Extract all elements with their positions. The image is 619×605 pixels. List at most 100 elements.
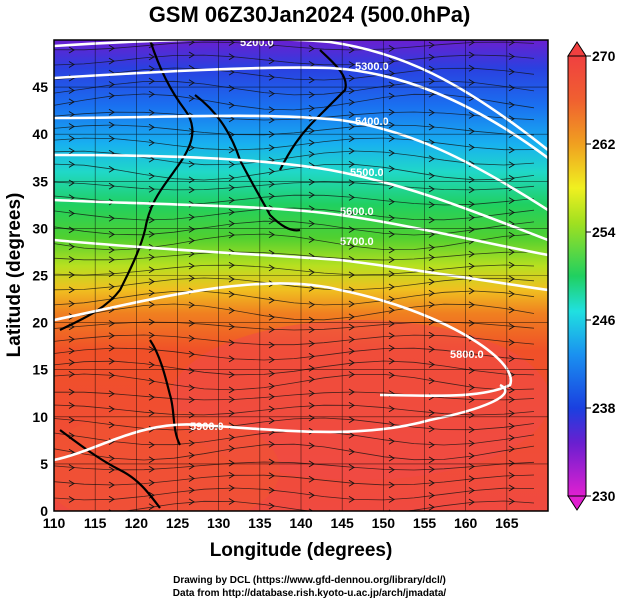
streamline: [54, 373, 535, 391]
wind-arrow: [428, 361, 435, 368]
y-tick-label: 35: [32, 173, 48, 189]
wind-arrow: [388, 270, 395, 278]
wind-arrow: [228, 290, 235, 298]
wind-arrow: [388, 295, 395, 303]
wind-arrow: [468, 367, 475, 374]
wind-arrow: [348, 448, 355, 456]
wind-arrow: [108, 256, 115, 264]
wind-arrow: [508, 261, 515, 269]
wind-arrow: [428, 216, 435, 224]
wind-arrow: [308, 139, 315, 147]
wind-arrow: [388, 246, 395, 254]
wind-arrow: [508, 396, 515, 403]
y-tick-label: 40: [32, 126, 48, 142]
wind-arrow: [228, 261, 235, 269]
wind-arrow: [508, 248, 515, 256]
wind-arrow: [188, 262, 195, 270]
wind-arrow: [428, 409, 435, 417]
wind-arrow: [388, 332, 395, 340]
y-axis-ticks: 0 5 10 15 20 25 30 35 40 45: [32, 79, 48, 519]
wind-arrow: [188, 396, 195, 404]
wind-arrow: [148, 378, 155, 385]
wind-arrow: [468, 440, 475, 447]
wind-arrow: [348, 243, 355, 250]
wind-arrow: [428, 201, 435, 209]
wind-arrow: [468, 186, 475, 194]
wind-arrow: [428, 53, 435, 61]
wind-arrow: [108, 214, 115, 222]
streamline: [54, 487, 535, 501]
wind-arrow: [228, 339, 235, 347]
wind-arrow: [228, 196, 235, 204]
streamline: [54, 163, 535, 181]
wind-arrow: [68, 123, 75, 130]
wind-arrow: [468, 64, 475, 72]
wind-arrow: [348, 46, 355, 54]
streamline: [54, 233, 535, 251]
wind-arrow: [388, 421, 395, 428]
wind-arrow: [468, 112, 475, 119]
streamline: [54, 321, 535, 331]
wind-arrow: [308, 150, 315, 158]
contour-5700: [54, 238, 548, 292]
wind-arrow: [268, 370, 275, 377]
wind-arrow: [188, 475, 195, 482]
wind-arrow: [108, 283, 115, 291]
wind-arrow: [388, 198, 395, 206]
wind-arrow: [468, 487, 475, 494]
wind-arrow: [188, 384, 195, 392]
wind-arrow: [388, 371, 395, 379]
wind-arrow: [228, 355, 235, 363]
wind-arrow: [228, 323, 235, 331]
wind-arrow: [508, 472, 515, 479]
wind-arrow: [308, 491, 315, 499]
wind-arrow: [428, 331, 435, 339]
wind-arrow: [148, 216, 155, 224]
wind-arrow: [388, 344, 395, 352]
wind-arrow: [348, 300, 355, 308]
colorbar-scale: [567, 55, 587, 497]
streamline: [54, 404, 535, 416]
wind-arrow: [188, 486, 195, 494]
coastlines: [59, 40, 347, 509]
wind-arrow: [148, 53, 155, 61]
wind-arrow: [68, 46, 75, 54]
wind-arrow: [508, 146, 515, 154]
wind-arrow: [268, 217, 275, 225]
wind-arrow: [268, 90, 275, 97]
wind-arrow: [468, 127, 475, 135]
wind-arrow: [188, 160, 195, 168]
wind-arrow: [228, 146, 235, 154]
wind-arrow: [148, 441, 155, 449]
wind-arrow: [508, 386, 515, 394]
wind-arrow: [468, 250, 475, 258]
colorbar-tick-label: 238: [592, 400, 616, 416]
wind-arrow: [69, 512, 74, 518]
contour-label-5700: 5700.0: [340, 236, 374, 248]
wind-arrow: [348, 416, 355, 424]
wind-arrow: [508, 209, 515, 216]
wind-arrow: [68, 402, 75, 409]
y-tick-label: 5: [40, 456, 48, 472]
wind-arrow: [428, 425, 435, 433]
warm-region-sw: [54, 410, 280, 511]
wind-arrow: [188, 426, 195, 433]
wind-arrow: [348, 479, 355, 487]
colorbar-max-arrow: [567, 41, 587, 57]
wind-arrow: [108, 231, 115, 238]
wind-arrow: [268, 417, 275, 425]
colorbar-tick-label: 230: [592, 488, 616, 504]
wind-arrow: [428, 278, 435, 286]
wind-arrow: [308, 340, 315, 347]
wind-arrow: [148, 90, 155, 98]
wind-arrow: [268, 57, 275, 65]
wind-arrow: [108, 332, 115, 340]
wind-arrow: [188, 301, 195, 309]
wind-arrow: [68, 286, 75, 294]
chart-title: GSM 06Z30Jan2024 (500.0hPa): [148, 2, 471, 27]
streamline: [54, 360, 535, 376]
wind-arrow: [428, 441, 435, 449]
height-contours: [54, 40, 548, 462]
x-tick-label: 155: [413, 515, 437, 531]
wind-arrow: [508, 323, 515, 330]
